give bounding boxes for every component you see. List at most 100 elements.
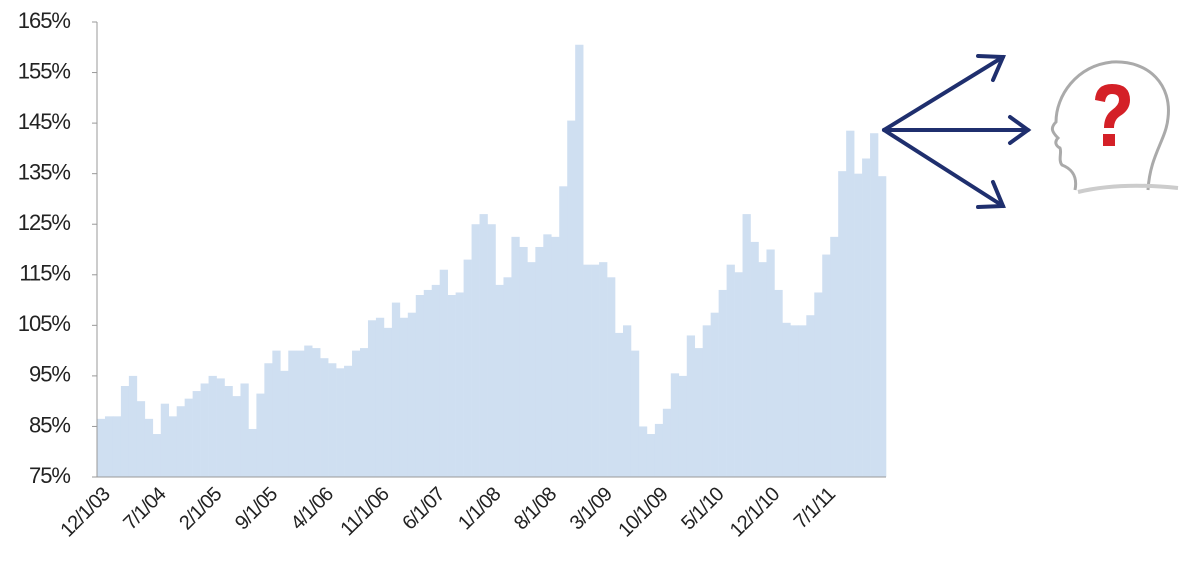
y-tick-label: 145% <box>18 109 71 134</box>
bar <box>686 335 696 477</box>
bar <box>240 383 249 477</box>
bar <box>623 325 632 477</box>
bar <box>503 277 512 477</box>
bar <box>288 350 297 477</box>
bar <box>575 44 584 477</box>
arrow-up <box>882 55 1005 132</box>
bar <box>830 236 839 477</box>
bar <box>774 289 783 477</box>
bar <box>312 348 321 477</box>
bar <box>567 120 576 477</box>
y-tick-label: 105% <box>18 311 71 336</box>
y-tick-label: 125% <box>18 210 71 235</box>
bar <box>367 320 377 477</box>
bar <box>176 406 185 477</box>
bar <box>391 302 401 477</box>
x-tick-label: 12/1/03 <box>56 483 114 541</box>
arrows <box>882 54 1032 209</box>
x-tick-label: 7/1/04 <box>119 483 170 534</box>
question-dot <box>1103 134 1115 146</box>
bar <box>232 396 241 477</box>
bar <box>511 236 520 477</box>
bar <box>320 358 329 477</box>
bar <box>216 378 225 477</box>
bar <box>479 214 488 477</box>
bar <box>152 434 162 477</box>
bar <box>559 186 568 478</box>
head-icon <box>1050 60 1179 194</box>
question-mark <box>1095 84 1130 128</box>
x-tick-label: 11/1/06 <box>336 483 393 540</box>
bar <box>646 434 656 477</box>
bar <box>615 332 624 477</box>
bar <box>878 176 887 477</box>
bar <box>591 264 600 477</box>
bar <box>264 363 273 477</box>
bar <box>447 295 456 477</box>
x-tick-label: 12/1/10 <box>726 483 784 541</box>
bar <box>495 284 504 477</box>
bar <box>415 295 425 477</box>
bar <box>352 350 361 477</box>
bar <box>248 428 257 477</box>
y-tick-label: 115% <box>19 261 70 286</box>
bar <box>487 224 496 477</box>
bar <box>328 363 337 477</box>
bar <box>551 236 560 477</box>
bar <box>694 348 703 477</box>
bar <box>726 264 735 477</box>
bar <box>662 408 672 477</box>
y-tick-label: 155% <box>18 58 71 83</box>
bar <box>670 373 680 477</box>
bar <box>272 350 281 477</box>
bar <box>758 262 767 477</box>
x-tick-label: 4/1/06 <box>287 483 338 534</box>
x-tick-label: 5/1/10 <box>677 483 728 534</box>
bar <box>519 246 528 477</box>
bar <box>344 365 353 477</box>
bar <box>710 312 719 477</box>
bar <box>463 259 472 477</box>
bar <box>806 315 815 477</box>
y-tick-label: 75% <box>29 463 70 488</box>
bar <box>654 423 664 477</box>
bar <box>256 393 265 477</box>
bar <box>383 327 393 477</box>
head-outline <box>1050 60 1170 191</box>
bar <box>535 246 544 477</box>
bar <box>200 383 209 477</box>
bar <box>838 171 847 477</box>
bar <box>862 158 871 477</box>
bar <box>455 292 464 477</box>
bar <box>583 264 592 477</box>
bar <box>224 386 233 477</box>
bar <box>630 350 640 477</box>
bar <box>128 375 138 477</box>
bar <box>160 403 170 477</box>
arrow-head <box>976 180 1006 209</box>
bar <box>144 418 154 477</box>
bars <box>97 44 887 478</box>
bar <box>399 317 409 477</box>
bar <box>168 416 177 477</box>
bar <box>423 289 433 477</box>
bar <box>439 269 448 477</box>
bar <box>184 398 193 477</box>
bar <box>431 284 440 477</box>
x-tick-label: 6/1/07 <box>398 483 449 534</box>
bar <box>296 350 305 477</box>
bar <box>718 289 727 477</box>
bar <box>543 234 552 477</box>
bar <box>599 262 608 477</box>
x-tick-label: 2/1/05 <box>175 483 226 534</box>
bar <box>192 391 201 477</box>
y-tick-label: 85% <box>29 412 70 437</box>
bar <box>766 249 775 477</box>
bar <box>97 418 106 477</box>
bar <box>734 272 743 477</box>
bar <box>375 317 385 477</box>
bar <box>360 348 369 477</box>
bar <box>471 224 480 477</box>
y-tick-label: 135% <box>18 159 71 184</box>
x-tick-label: 3/1/09 <box>566 483 617 534</box>
